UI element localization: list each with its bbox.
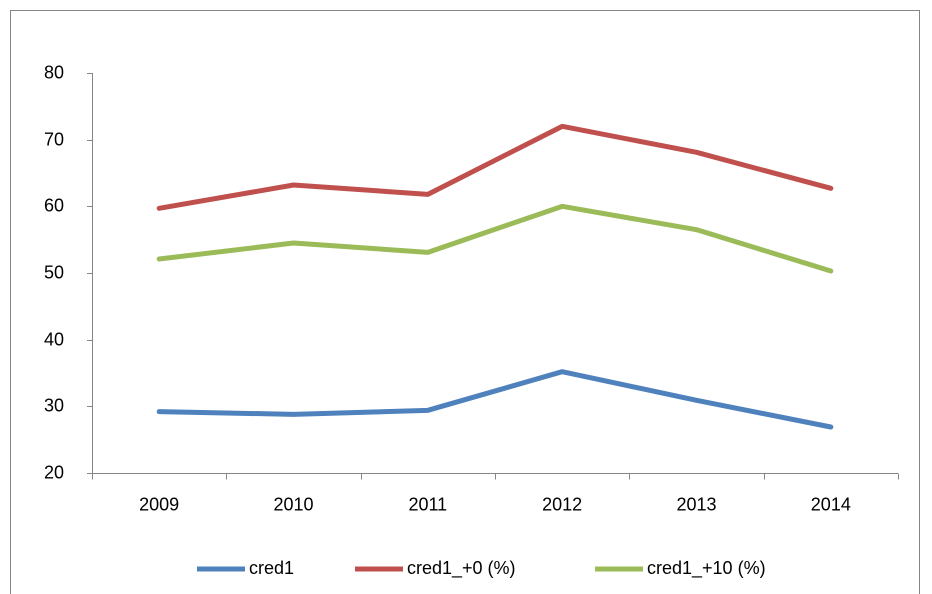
- series-line: [156, 123, 834, 211]
- series-line: [156, 203, 834, 274]
- legend-label: cred1_+0 (%): [407, 558, 516, 579]
- y-tick-label: 30: [44, 395, 64, 415]
- x-tick-label: 2011: [408, 494, 447, 514]
- y-tick-label: 80: [44, 62, 64, 82]
- y-tick-label: 20: [44, 462, 64, 482]
- x-tick-label: 2010: [273, 494, 313, 514]
- y-tick-label: 60: [44, 195, 64, 215]
- x-tick-label: 2012: [542, 494, 582, 514]
- y-tick-label: 70: [44, 129, 64, 149]
- y-tick-label: 50: [44, 262, 64, 282]
- x-tick-label: 2009: [139, 494, 179, 514]
- series-line: [156, 369, 834, 430]
- x-tick-label: 2013: [676, 494, 716, 514]
- chart-border: [10, 10, 920, 594]
- y-tick-label: 40: [44, 329, 64, 349]
- legend-label: cred1_+10 (%): [647, 558, 766, 579]
- legend-label: cred1: [249, 558, 294, 578]
- x-tick-label: 2014: [811, 494, 851, 514]
